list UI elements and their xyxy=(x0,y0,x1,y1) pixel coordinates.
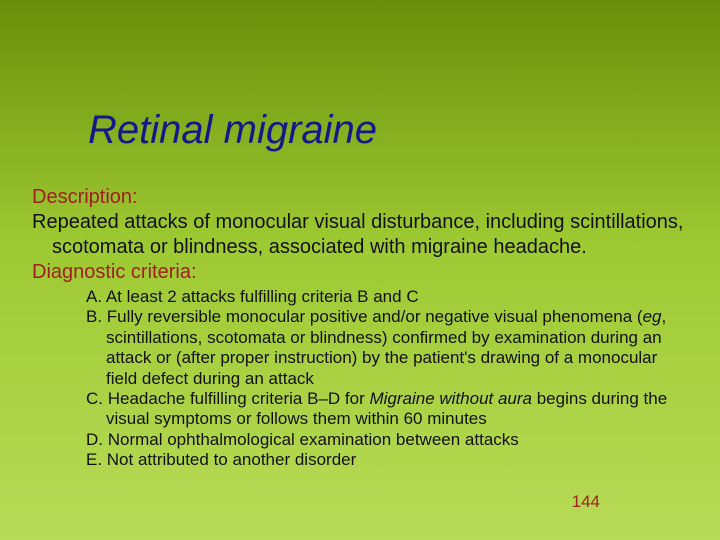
criteria-b-eg: eg xyxy=(643,307,662,326)
description-text: Repeated attacks of monocular visual dis… xyxy=(32,210,688,260)
diagnostic-label: Diagnostic criteria: xyxy=(32,260,688,285)
criteria-b-pre: B. Fully reversible monocular positive a… xyxy=(86,307,643,326)
criteria-a: A. At least 2 attacks fulfilling criteri… xyxy=(86,287,688,307)
criteria-b: B. Fully reversible monocular positive a… xyxy=(86,307,688,389)
criteria-c: C. Headache fulfilling criteria B–D for … xyxy=(86,389,688,430)
page-number: 144 xyxy=(572,492,600,512)
criteria-e: E. Not attributed to another disorder xyxy=(86,450,688,470)
criteria-d: D. Normal ophthalmological examination b… xyxy=(86,430,688,450)
slide-title: Retinal migraine xyxy=(88,108,377,153)
body-content: Description: Repeated attacks of monocul… xyxy=(32,185,688,471)
description-label: Description: xyxy=(32,185,688,210)
slide: Retinal migraine Description: Repeated a… xyxy=(0,0,720,540)
criteria-c-pre: C. Headache fulfilling criteria B–D for xyxy=(86,389,369,408)
criteria-block: A. At least 2 attacks fulfilling criteri… xyxy=(32,287,688,471)
criteria-c-ital: Migraine without aura xyxy=(369,389,532,408)
